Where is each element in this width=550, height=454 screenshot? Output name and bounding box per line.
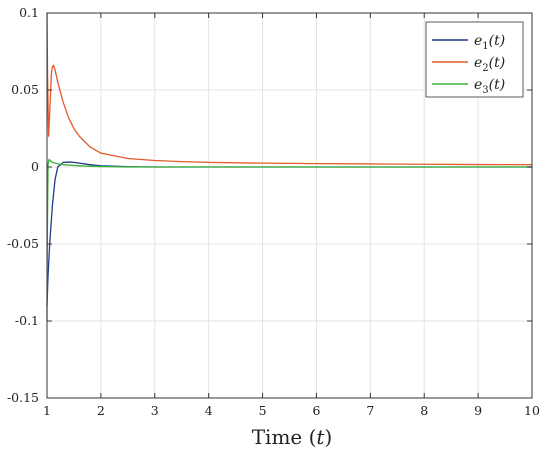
- y-tick-label: 0.05: [11, 82, 39, 97]
- legend-label-e2: e2(t): [474, 55, 505, 74]
- x-tick-label: 8: [420, 403, 428, 418]
- legend: e1(t) e2(t) e3(t): [425, 21, 524, 98]
- legend-items: e1(t) e2(t) e3(t): [432, 33, 505, 96]
- y-tick-label: -0.15: [7, 390, 39, 405]
- x-tick-label: 1: [43, 403, 51, 418]
- x-tick-label: 2: [97, 403, 105, 418]
- y-tick-label: 0.1: [19, 5, 39, 20]
- legend-label-e1: e1(t): [474, 33, 505, 52]
- x-tick-label: 4: [205, 403, 213, 418]
- x-tick-label: 3: [151, 403, 159, 418]
- series-line-e3: [46, 158, 532, 322]
- x-tick-label: 10: [524, 403, 540, 418]
- x-tick-label: 6: [312, 403, 320, 418]
- tick-labels: 1 2 3 4 5 6 7 8 9 10 0.1 0.05 0 -0.05 -0.1 -0.15: [7, 5, 540, 418]
- y-tick-label: -0.05: [7, 236, 39, 251]
- x-tick-label: 5: [259, 403, 267, 418]
- plot-frame: [46, 12, 533, 399]
- y-tick-label: -0.1: [15, 313, 39, 328]
- x-tick-label: 7: [366, 403, 374, 418]
- axis-ticks: [46, 12, 533, 399]
- series-lines: [46, 12, 533, 322]
- y-tick-label: 0: [31, 159, 39, 174]
- x-tick-label: 9: [474, 403, 482, 418]
- series-line-e2: [46, 12, 533, 166]
- legend-label-e3: e3(t): [474, 77, 505, 96]
- x-axis-label: Time (t): [252, 425, 333, 449]
